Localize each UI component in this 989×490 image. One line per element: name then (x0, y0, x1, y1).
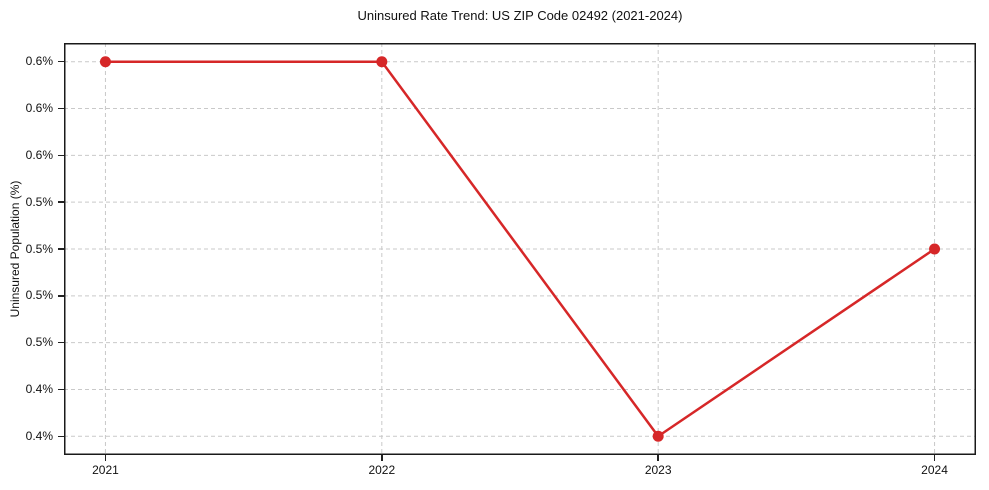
chart-title: Uninsured Rate Trend: US ZIP Code 02492 … (357, 8, 683, 23)
y-tick-mark (58, 60, 64, 63)
y-tick-mark (58, 295, 64, 297)
y-tick-label: 0.5% (25, 335, 53, 350)
y-tick-mark (58, 341, 64, 344)
y-tick-label: 0.6% (25, 147, 53, 162)
x-tick-mark (104, 455, 107, 461)
data-point-marker (929, 243, 941, 255)
y-tick-label: 0.4% (25, 428, 53, 443)
y-tick-mark (58, 201, 64, 203)
data-point-marker (99, 56, 111, 68)
y-tick-label: 0.5% (25, 288, 53, 303)
axes-frame (64, 43, 976, 455)
line-plot-canvas (64, 43, 976, 455)
x-tick-mark (381, 455, 383, 461)
y-tick-mark (58, 248, 64, 250)
x-tick-label: 2023 (644, 463, 672, 477)
x-tick-mark (657, 455, 659, 461)
x-tick-mark (933, 455, 936, 461)
y-tick-label: 0.5% (25, 241, 53, 256)
y-tick-label: 0.5% (25, 194, 53, 209)
x-tick-label: 2022 (368, 463, 396, 477)
x-tick-label: 2024 (921, 463, 948, 477)
y-tick-mark (58, 154, 64, 157)
y-tick-mark (58, 435, 64, 438)
x-tick-label: 2021 (92, 463, 119, 477)
data-point-marker (376, 56, 388, 68)
data-point-marker (652, 430, 664, 442)
trend-line (104, 60, 936, 438)
y-tick-label: 0.6% (25, 54, 53, 69)
y-tick-label: 0.6% (25, 101, 53, 116)
plot-area (64, 43, 976, 455)
y-tick-mark (58, 107, 64, 110)
y-tick-label: 0.4% (25, 381, 53, 396)
y-tick-mark (58, 388, 64, 391)
